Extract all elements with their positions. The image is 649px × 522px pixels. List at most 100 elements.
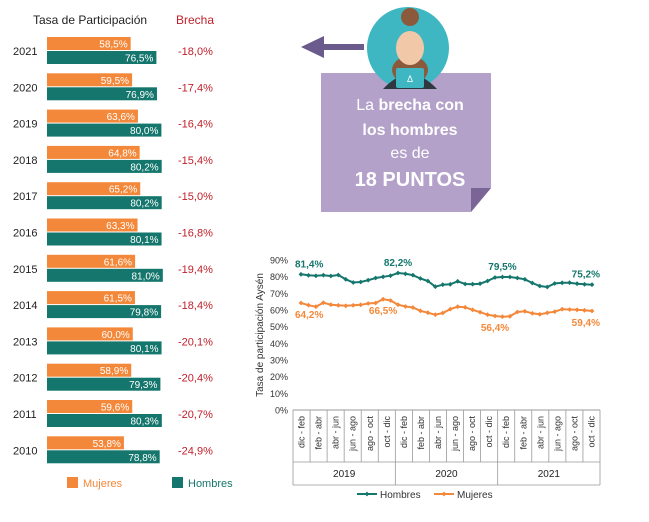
x-tick-label: oct - dic <box>586 416 596 448</box>
data-point-hombres <box>552 281 558 286</box>
y-tick-label: 20% <box>270 372 288 382</box>
bar-hombres <box>47 87 157 101</box>
data-point-hombres <box>343 276 349 282</box>
avatar-face <box>396 31 424 65</box>
data-point-mujeres <box>522 308 528 314</box>
line-chart: 0% 10% 20% 30% 40% 50% 60% 70% 80% 90% Tasa de par… <box>255 256 601 501</box>
data-point-mujeres <box>313 304 319 310</box>
data-point-mujeres <box>492 313 498 319</box>
bar-hombres <box>47 196 162 210</box>
avatar-hair-bun <box>401 8 419 26</box>
data-point-hombres <box>328 273 334 279</box>
y-tick-label: 10% <box>270 389 288 399</box>
year-label: 2020 <box>13 82 37 94</box>
data-point-mujeres <box>320 300 326 306</box>
y-tick-label: 40% <box>270 339 288 349</box>
data-point-hombres <box>470 281 476 287</box>
y-tick-label: 60% <box>270 306 288 316</box>
data-point-mujeres <box>514 309 520 315</box>
label-mujeres: 61,5% <box>104 294 132 305</box>
label-hombres: 80,3% <box>130 417 158 428</box>
data-point-mujeres <box>529 310 535 316</box>
data-point-hombres <box>522 276 528 282</box>
data-point-hombres <box>485 278 490 284</box>
data-point-mujeres <box>403 304 408 309</box>
arrow-shaft <box>322 44 364 50</box>
x-tick-label: oct - dic <box>382 416 392 448</box>
callout-fold <box>471 188 491 212</box>
data-point-mujeres <box>455 304 461 310</box>
data-point-hombres <box>440 282 446 288</box>
y-tick-label: 30% <box>270 356 288 366</box>
data-point-mujeres <box>537 311 543 317</box>
callout-line1-pre: La <box>356 97 378 114</box>
label-mujeres: 65,2% <box>109 185 137 196</box>
x-tick-label: dic - feb <box>399 416 409 448</box>
bar-mujeres <box>47 291 135 305</box>
data-point-mujeres <box>470 307 476 313</box>
bar-mujeres <box>47 254 136 268</box>
callout-line1: La brecha con <box>356 97 464 114</box>
label-hombres: 80,1% <box>130 344 158 355</box>
data-point-mujeres <box>395 302 401 308</box>
label-hombres: 81,0% <box>131 271 159 282</box>
year-label: 2021 <box>13 46 37 58</box>
year-label: 2016 <box>13 228 37 240</box>
label-hombres: 80,2% <box>130 162 158 173</box>
year-group-label: 2021 <box>538 469 561 480</box>
data-point-mujeres <box>589 308 595 314</box>
data-point-hombres <box>395 270 401 276</box>
callout-line4: 18 PUNTOS <box>355 169 466 191</box>
gap-value: -17,4% <box>178 82 213 94</box>
data-point-hombres <box>514 275 520 281</box>
year-group-label: 2019 <box>333 469 356 480</box>
bar-hombres <box>47 268 163 282</box>
data-point-hombres <box>567 280 573 286</box>
x-tick-label: ago - oct <box>365 416 375 452</box>
data-annotation-hombres: 82,2% <box>384 258 412 269</box>
gap-header: Brecha <box>176 13 214 27</box>
data-point-hombres <box>507 274 513 280</box>
x-tick-label: feb - abr <box>416 416 426 450</box>
gap-value: -15,4% <box>178 155 213 167</box>
x-tick-label: dic - feb <box>297 416 307 448</box>
legend-marker-hombres <box>364 491 370 497</box>
label-hombres: 76,9% <box>126 90 154 101</box>
data-point-mujeres <box>559 306 565 312</box>
data-point-mujeres <box>432 312 438 318</box>
data-point-mujeres <box>343 303 349 309</box>
callout-box <box>321 73 491 212</box>
data-point-hombres <box>432 284 438 290</box>
data-point-mujeres <box>552 309 558 315</box>
gap-value: -19,4% <box>178 264 213 276</box>
x-tick-label: abr - jun <box>433 416 443 449</box>
year-label: 2015 <box>13 264 37 276</box>
data-point-mujeres <box>485 312 490 318</box>
data-point-hombres <box>425 278 431 284</box>
data-point-hombres <box>574 281 580 287</box>
data-point-hombres <box>417 276 423 281</box>
gap-value: -18,4% <box>178 300 213 312</box>
bar-mujeres <box>47 400 133 413</box>
label-mujeres: 53,8% <box>93 439 121 450</box>
bar-hombres <box>47 414 162 427</box>
data-point-mujeres <box>500 314 505 320</box>
data-point-hombres <box>589 282 595 288</box>
bar-hombres <box>47 232 162 246</box>
data-point-hombres <box>358 279 364 285</box>
data-point-mujeres <box>380 296 386 302</box>
data-point-hombres <box>582 281 587 287</box>
y-axis-label: Tasa de participación Aysén <box>255 273 266 397</box>
data-point-mujeres <box>373 300 379 306</box>
label-mujeres: 58,9% <box>100 366 128 377</box>
series-line-hombres <box>300 271 593 289</box>
legend-marker-mujeres <box>441 491 447 497</box>
gap-value: -16,4% <box>178 119 213 131</box>
data-point-mujeres <box>582 307 587 313</box>
label-hombres: 79,3% <box>129 380 157 391</box>
arrow-head <box>301 36 324 58</box>
year-label: 2019 <box>13 119 37 131</box>
label-mujeres: 61,6% <box>104 257 132 268</box>
data-point-hombres <box>320 272 326 278</box>
